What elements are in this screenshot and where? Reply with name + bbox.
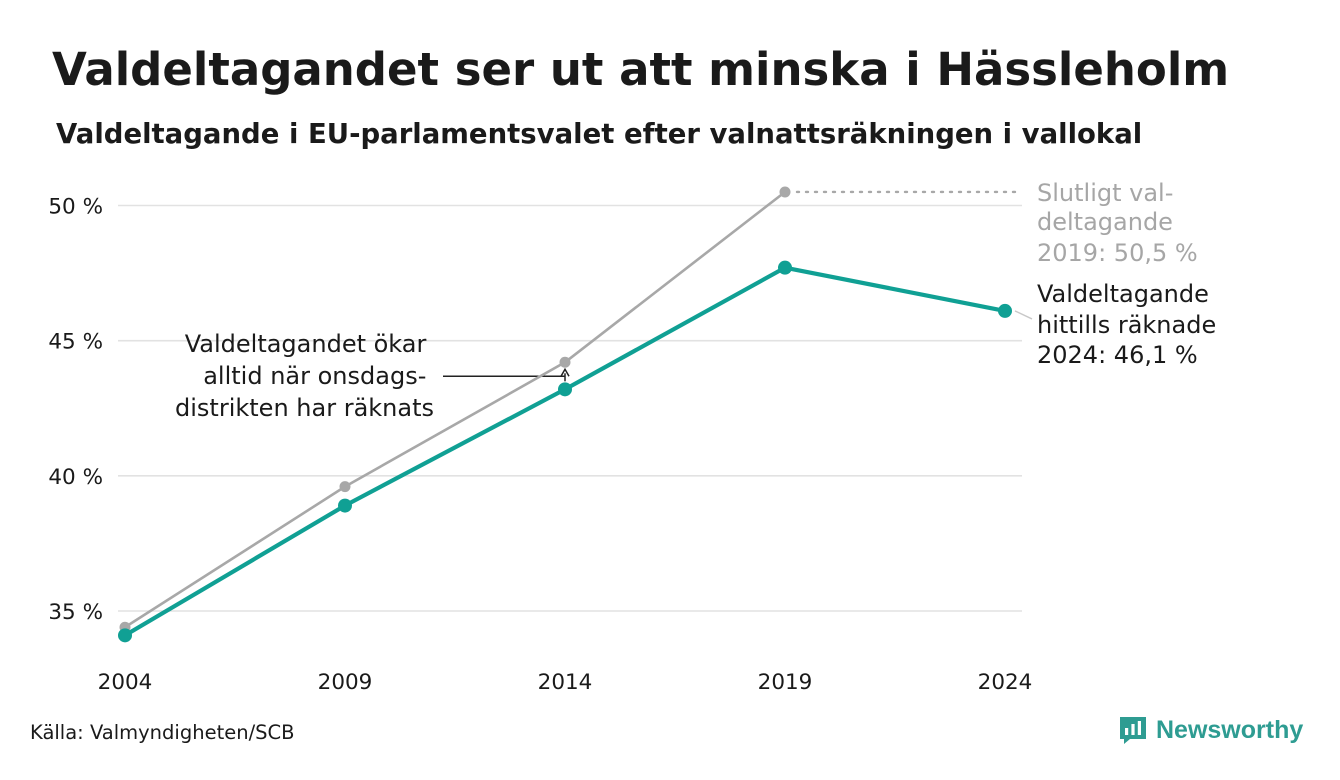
y-tick-label: 45 % (48, 330, 103, 355)
wednesday-note-line: alltid när onsdags- (203, 362, 426, 390)
final-turnout-point (559, 356, 571, 368)
data-points (118, 186, 1012, 643)
counted-turnout-point (338, 498, 352, 513)
wednesday-note-line: Valdeltagandet ökar (185, 330, 427, 358)
counted-turnout-label-line: Valdeltagande (1037, 280, 1209, 308)
final-turnout-line (124, 190, 786, 629)
final-turnout-label-line: deltagande (1037, 208, 1173, 236)
counted-turnout-label-line: hittills räknade (1037, 311, 1216, 339)
newsworthy-logo-icon (1120, 717, 1146, 744)
note-arrowhead (560, 367, 570, 377)
newsworthy-logo: Newsworthy (1118, 712, 1303, 748)
x-axis-tick-labels: 2004 2009 2014 2019 2024 (98, 670, 1033, 695)
x-tick-label: 2004 (98, 670, 153, 695)
final-turnout-point (779, 186, 791, 198)
counted-turnout-line (123, 265, 1006, 638)
counted-turnout-label: Valdeltagande hittills räknade 2024: 46,… (1037, 280, 1224, 369)
y-tick-label: 40 % (48, 465, 103, 490)
x-tick-label: 2014 (538, 670, 593, 695)
x-tick-label: 2024 (978, 670, 1033, 695)
wednesday-note-line: distrikten har räknats (175, 394, 434, 422)
chart-title: Valdeltagandet ser ut att minska i Hässl… (52, 43, 1230, 96)
final-turnout-label: Slutligt val- deltagande 2019: 50,5 % (1037, 179, 1198, 267)
counted-turnout-point (118, 628, 132, 643)
final-turnout-label-line: 2019: 50,5 % (1037, 239, 1198, 267)
counted-turnout-point (558, 382, 572, 397)
x-tick-label: 2019 (758, 670, 813, 695)
final-turnout-label-line: Slutligt val- (1037, 179, 1173, 207)
final-turnout-point (339, 481, 351, 493)
grid-lines (118, 204, 1022, 612)
counted-turnout-point (998, 303, 1012, 318)
y-axis-tick-labels: 35 % 40 % 45 % 50 % (48, 195, 103, 626)
line-chart: 35 % 40 % 45 % 50 % 2004 2009 2014 2019 2024 Sl… (48, 179, 1224, 695)
y-tick-label: 35 % (48, 600, 103, 625)
x-tick-label: 2009 (318, 670, 373, 695)
source-note: Källa: Valmyndigheten/SCB (30, 721, 295, 744)
counted-turnout-label-line: 2024: 46,1 % (1037, 341, 1198, 369)
brand-name: Newsworthy (1156, 715, 1304, 744)
wednesday-districts-note: Valdeltagandet ökar alltid när onsdags- … (175, 330, 434, 422)
chart-subtitle: Valdeltagande i EU-parlamentsvalet efter… (56, 118, 1143, 150)
y-tick-label: 50 % (48, 195, 103, 220)
counted-turnout-point (778, 260, 792, 275)
annotation-leaders (443, 190, 1033, 382)
counted-label-leader (1014, 310, 1033, 320)
